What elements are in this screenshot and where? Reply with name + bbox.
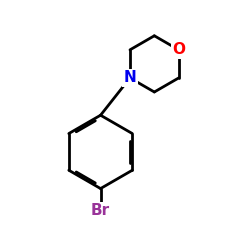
- Text: O: O: [172, 42, 185, 57]
- Text: Br: Br: [91, 203, 110, 218]
- Text: N: N: [124, 70, 136, 86]
